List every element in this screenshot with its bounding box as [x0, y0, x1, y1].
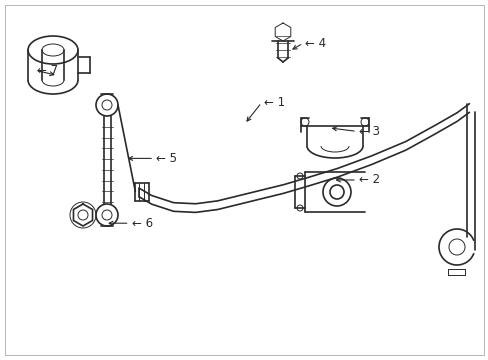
Text: ← 2: ← 2 [358, 174, 379, 186]
Text: ← 3: ← 3 [358, 125, 379, 138]
Text: ← 4: ← 4 [305, 37, 325, 50]
Text: ← 5: ← 5 [156, 152, 177, 165]
Text: ← 6: ← 6 [131, 217, 152, 230]
Text: ← 1: ← 1 [263, 96, 284, 109]
Text: ← 7: ← 7 [37, 64, 58, 77]
